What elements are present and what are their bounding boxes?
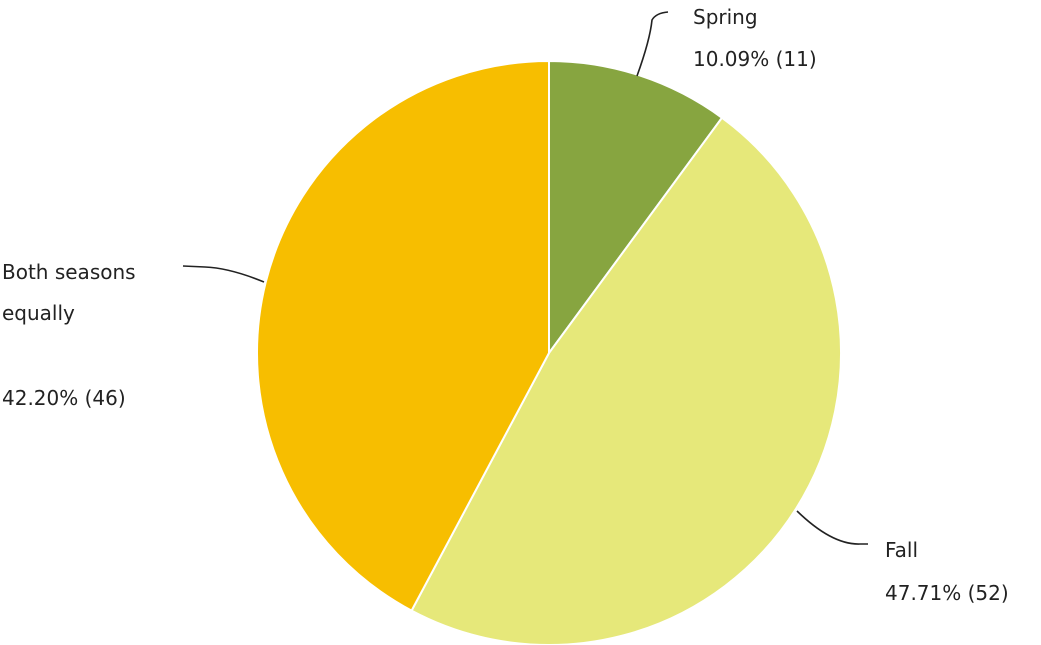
label-spring-name: Spring — [693, 5, 758, 29]
leader-line-spring — [636, 11, 669, 77]
pie-slices — [256, 59, 842, 645]
leader-line-fall — [796, 510, 868, 545]
slice-label-fall: Fall 47.71% (52) — [796, 510, 1009, 605]
slice-label-both: Both seasons equally 42.20% (46) — [2, 260, 265, 410]
label-fall-name: Fall — [885, 538, 918, 562]
label-spring-value: 10.09% (11) — [693, 47, 817, 71]
label-both-value: 42.20% (46) — [2, 386, 126, 410]
pie-slice-spring — [548, 59, 724, 357]
label-fall-value: 47.71% (52) — [885, 581, 1009, 605]
label-both-name-line1: Both seasons — [2, 260, 136, 284]
label-both-name-line2: equally — [2, 301, 75, 325]
leader-line-both — [182, 265, 265, 283]
slice-label-spring: Spring 10.09% (11) — [636, 5, 817, 77]
pie-slice-both-seasons-equally — [256, 59, 550, 612]
